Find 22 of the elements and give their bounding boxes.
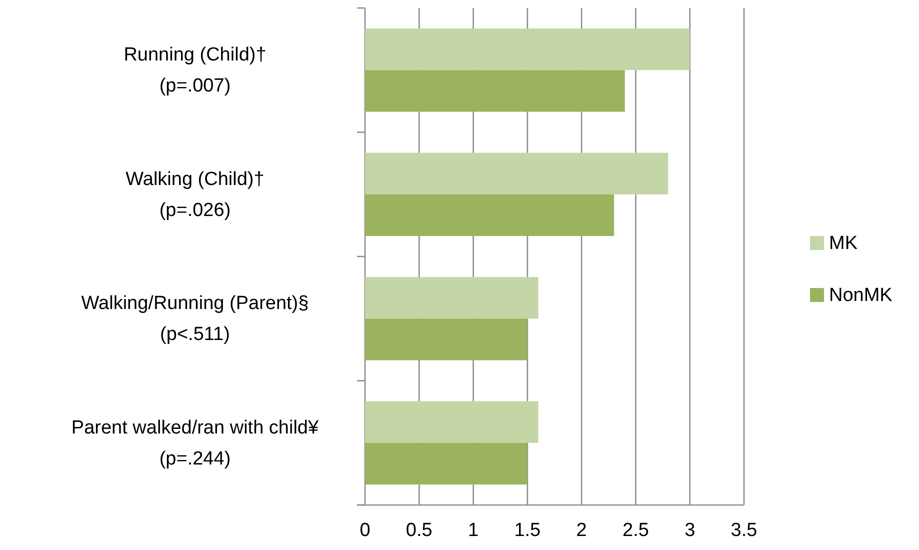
bar: [365, 277, 538, 319]
x-tick-label: 0.5: [406, 520, 432, 541]
x-tick-label: 2: [576, 520, 587, 541]
y-tick-label: Walking (Child)† (p=.026): [126, 168, 264, 221]
legend-label: MK: [829, 233, 858, 254]
x-tick-label: 3: [684, 520, 696, 541]
legend-label: NonMK: [829, 285, 893, 306]
bar: [365, 401, 538, 443]
x-tick-label: 0: [360, 520, 370, 541]
bar: [365, 152, 668, 194]
x-tick-label: 3.5: [730, 520, 758, 541]
bar: [365, 70, 625, 112]
x-tick-label: 1: [468, 520, 479, 541]
bar: [365, 442, 528, 484]
bar: [365, 28, 690, 70]
bar: [365, 318, 528, 360]
y-tick-label: Parent walked/ran with child¥ (p=.244): [71, 417, 319, 470]
bar: [365, 194, 614, 236]
x-tick-label: 1.5: [514, 520, 541, 541]
y-tick-label: Walking/Running (Parent)§ (p<.511): [81, 293, 309, 346]
y-tick-label: Running (Child)† (p=.007): [124, 44, 266, 97]
x-tick-label: 2.5: [622, 520, 649, 541]
